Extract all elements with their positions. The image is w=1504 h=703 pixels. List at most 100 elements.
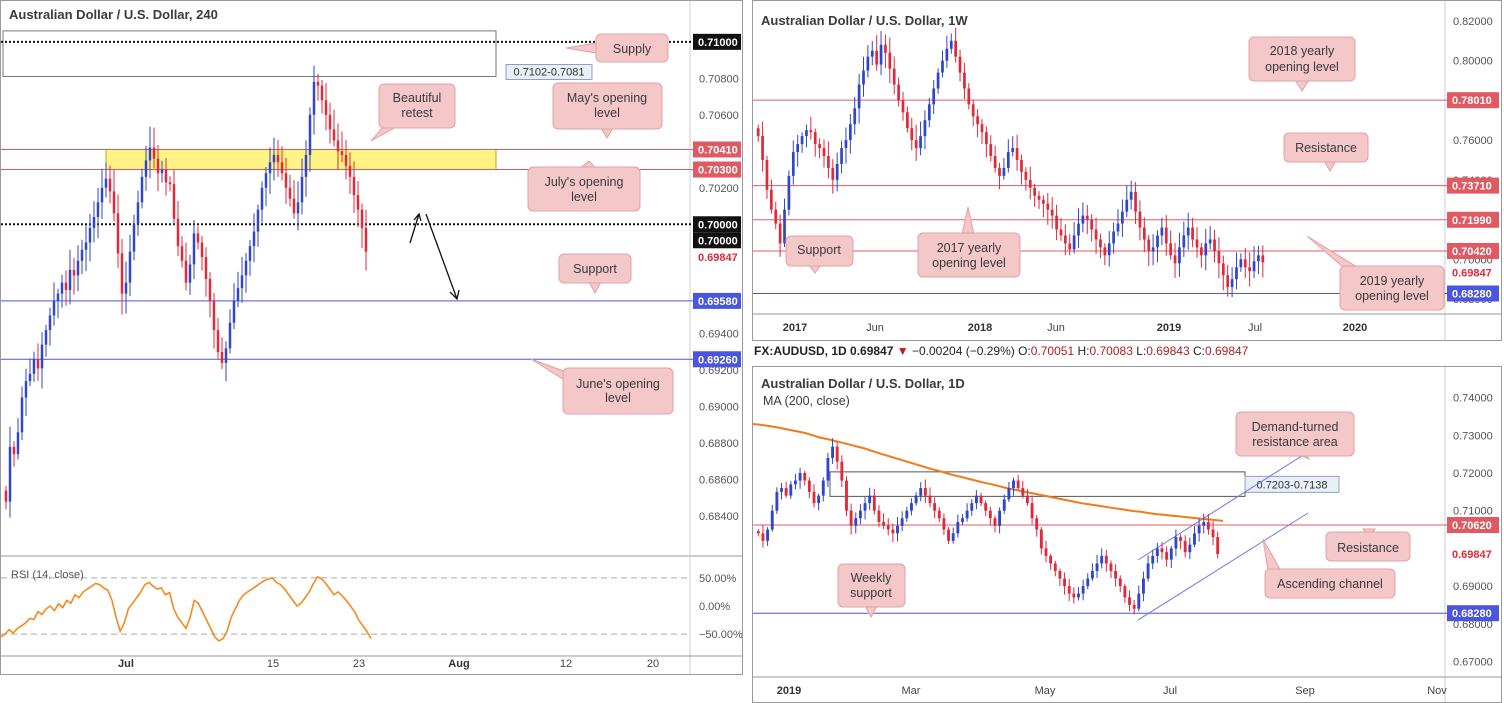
- candle-body: [316, 81, 320, 86]
- candle-body: [976, 116, 979, 125]
- candle-body: [1033, 187, 1036, 196]
- candle-body: [1155, 548, 1159, 556]
- x-tick-label: 23: [353, 658, 365, 670]
- candle-body: [998, 510, 1002, 526]
- price-tag-bg: [693, 216, 741, 233]
- candle-body: [1178, 247, 1181, 264]
- w1-price-tags: 0.78010 0.73710 0.71990 0.70420 0.68280 0.698…: [1447, 92, 1499, 302]
- candle-body: [304, 154, 308, 177]
- candle-body: [1125, 199, 1129, 212]
- candle-body: [951, 533, 955, 541]
- price-tag-label: 0.78010: [1452, 95, 1492, 107]
- candle-body: [92, 216, 96, 228]
- open-label: O:: [1018, 344, 1031, 358]
- h4-chart-svg[interactable]: 0.7102-0.7081 Australian Dollar / U.S. D…: [1, 1, 742, 674]
- price-tag-bg: [693, 292, 741, 309]
- candle-body: [840, 461, 844, 481]
- note-2018-line2: opening level: [1265, 60, 1339, 74]
- candle-body: [886, 525, 890, 530]
- h4-y-axis: 0.70800 0.70600 0.70200 0.69400 0.69200 0.690…: [699, 73, 739, 523]
- d1-candles: [756, 438, 1220, 615]
- candle-body: [812, 491, 816, 504]
- d1-y-axis: 0.74000 0.73000 0.72000 0.71000 0.69000 0.680…: [1453, 393, 1493, 669]
- daily-chart-svg[interactable]: 0.7203-0.7138 Australian Dollar / U.S. D…: [753, 367, 1501, 702]
- candle-body: [854, 518, 858, 526]
- h4-chart-panel[interactable]: 0.7102-0.7081 Australian Dollar / U.S. D…: [0, 0, 743, 675]
- note-2018-yearly-opening: 2018 yearly opening level: [1248, 36, 1356, 92]
- candle-body: [1160, 548, 1164, 553]
- daily-chart-panel[interactable]: 0.7203-0.7138 Australian Dollar / U.S. D…: [752, 366, 1502, 703]
- price-tag-bg: [1447, 546, 1499, 563]
- price-tag-label: 0.70410: [698, 144, 738, 156]
- candle-body: [80, 249, 84, 261]
- y-tick-label: 0.69000: [699, 402, 739, 414]
- candle-body: [900, 518, 904, 526]
- candle-body: [244, 260, 248, 276]
- candle-body: [831, 167, 835, 180]
- rsi-pane: 50.00% 0.00% −50.00%: [1, 573, 742, 642]
- candle-body: [993, 156, 997, 168]
- candle-body: [1011, 148, 1015, 153]
- candle-body: [1072, 593, 1076, 598]
- candle-body: [877, 510, 881, 522]
- price-tag-bg: [1447, 517, 1499, 534]
- candle-body: [1114, 571, 1118, 579]
- candle-body: [932, 88, 936, 105]
- note-demand-turned-resistance: Demand-turned resistance area: [1235, 411, 1355, 461]
- candle-body: [988, 510, 992, 519]
- candle-body: [1059, 229, 1063, 236]
- candle-body: [172, 184, 176, 219]
- price-tag-bg: [1447, 242, 1499, 259]
- price-tag-bg: [693, 161, 741, 178]
- candle-body: [1002, 499, 1006, 511]
- candle-body: [192, 233, 196, 265]
- candle-body: [336, 140, 340, 152]
- candle-body: [919, 136, 922, 149]
- weekly-chart-panel[interactable]: Australian Dollar / U.S. Dollar, 1W 2018…: [752, 0, 1502, 341]
- price-tag-label: 0.70000: [698, 219, 738, 231]
- candle-body: [1173, 255, 1177, 264]
- candle-body: [104, 178, 108, 188]
- x-tick-label: Aug: [448, 658, 469, 670]
- candle-body: [196, 233, 200, 243]
- candle-body: [44, 330, 48, 345]
- note-2017-line1: 2017 yearly: [937, 241, 1002, 255]
- candle-body: [352, 176, 356, 196]
- candle-body: [1024, 171, 1028, 180]
- note-beautiful-retest: Beautiful retest: [370, 83, 456, 142]
- note-2019-yearly-opening: 2019 yearly opening level: [1306, 235, 1445, 311]
- candle-body: [1147, 239, 1151, 252]
- candle-body: [1049, 555, 1053, 564]
- h4-candles: [4, 65, 368, 518]
- candle-body: [24, 381, 28, 398]
- candle-body: [971, 104, 975, 117]
- candle-body: [862, 70, 865, 85]
- zone-label-bg: [1244, 475, 1340, 493]
- note-weekly-resistance: Resistance: [1283, 132, 1369, 172]
- note-d-resistance-text: Resistance: [1337, 541, 1399, 555]
- candle-body: [208, 279, 212, 301]
- price-tag-label: 0.70300: [698, 165, 738, 177]
- candle-body: [892, 68, 896, 85]
- supply-zone-box: [2, 30, 497, 77]
- weekly-chart-svg[interactable]: Australian Dollar / U.S. Dollar, 1W 2018…: [753, 1, 1501, 340]
- note-support-text: Support: [573, 262, 617, 276]
- candle-body: [818, 144, 821, 149]
- price-tag-bg: [1447, 177, 1499, 194]
- candle-body: [821, 480, 825, 496]
- rsi-tick-label: 50.00%: [699, 573, 737, 585]
- supply-zone-label: 0.7102-0.7081: [514, 67, 585, 79]
- candle-body: [312, 81, 316, 115]
- candle-body: [1015, 148, 1019, 160]
- candle-body: [1138, 211, 1142, 228]
- candle-body: [798, 473, 802, 481]
- price-tag-label: 0.71990: [1452, 215, 1492, 227]
- projection-arrows: [409, 212, 460, 301]
- candle-body: [1037, 195, 1041, 200]
- candle-body: [984, 503, 988, 511]
- candle-body: [328, 114, 332, 130]
- note-retest-line2: retest: [401, 106, 433, 120]
- candle-body: [160, 169, 164, 174]
- note-mays-opening-level: May's opening level: [552, 82, 663, 139]
- candle-body: [256, 209, 260, 232]
